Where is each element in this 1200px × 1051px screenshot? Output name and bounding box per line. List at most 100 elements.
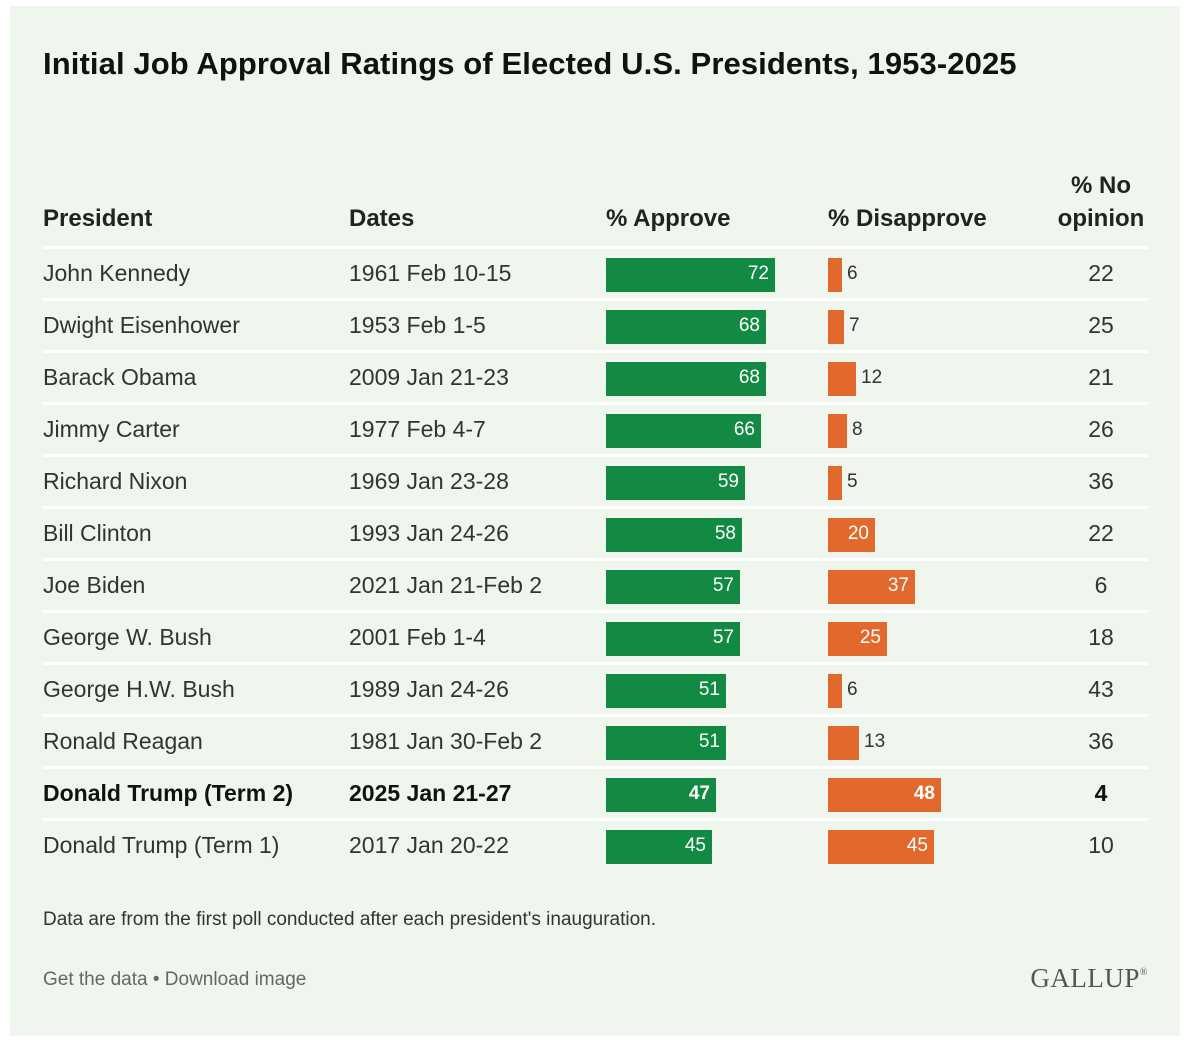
- disapprove-bar: [828, 310, 844, 344]
- disapprove-bar: [828, 518, 875, 552]
- approve-value: 57: [712, 627, 734, 648]
- chart-title: Initial Job Approval Ratings of Elected …: [43, 46, 1017, 81]
- no-opinion-value: 43: [1088, 676, 1114, 702]
- president-name: Dwight Eisenhower: [43, 312, 240, 338]
- approve-value: 59: [717, 471, 739, 492]
- disapprove-bar: [828, 362, 856, 396]
- president-name: Ronald Reagan: [43, 728, 203, 754]
- approve-bar: [606, 778, 716, 812]
- disapprove-value: 8: [852, 419, 863, 440]
- no-opinion-value: 36: [1088, 468, 1114, 494]
- footer-links: Get the data • Download image: [43, 969, 306, 991]
- table-row: George W. Bush 2001 Feb 1-4 57 25 18: [43, 610, 1148, 662]
- no-opinion-value: 22: [1088, 520, 1114, 546]
- president-name: John Kennedy: [43, 260, 191, 286]
- poll-dates: 2009 Jan 21-23: [349, 364, 509, 390]
- disapprove-value: 25: [859, 627, 881, 648]
- no-opinion-value: 25: [1088, 312, 1114, 338]
- poll-dates: 1977 Feb 4-7: [349, 416, 486, 442]
- disapprove-value: 5: [847, 471, 858, 492]
- president-name: Donald Trump (Term 2): [43, 780, 294, 806]
- table-row: Donald Trump (Term 2) 2025 Jan 21-27 47 48 4: [43, 766, 1148, 818]
- disapprove-value: 37: [887, 575, 909, 596]
- no-opinion-value: 21: [1088, 364, 1114, 390]
- table-row: Richard Nixon 1969 Jan 23-28 59 5 36: [43, 454, 1148, 506]
- approve-value: 66: [733, 419, 755, 440]
- poll-dates: 2021 Jan 21-Feb 2: [349, 572, 543, 598]
- no-opinion-value: 18: [1088, 624, 1114, 650]
- logo-registered-mark: ®: [1139, 967, 1148, 978]
- table-row: Bill Clinton 1993 Jan 24-26 58 20 22: [43, 506, 1148, 558]
- approve-value: 51: [698, 731, 720, 752]
- approve-value: 45: [684, 835, 706, 856]
- disapprove-value: 6: [847, 263, 858, 284]
- approve-bar: [606, 362, 766, 396]
- header-approve: % Approve: [606, 205, 731, 232]
- header-disapprove: % Disapprove: [828, 205, 987, 232]
- table-row: Ronald Reagan 1981 Jan 30-Feb 2 51 13 36: [43, 714, 1148, 766]
- get-data-link[interactable]: Get the data: [43, 969, 148, 990]
- table-row: Joe Biden 2021 Jan 21-Feb 2 57 37 6: [43, 558, 1148, 610]
- approve-value: 72: [747, 263, 769, 284]
- no-opinion-value: 36: [1088, 728, 1114, 754]
- header-no-opinion-line2: opinion: [1057, 205, 1145, 232]
- president-name: Bill Clinton: [43, 520, 152, 546]
- approve-value: 58: [714, 523, 736, 544]
- header-no-opinion-line1: % No: [1071, 172, 1131, 199]
- approve-value: 57: [712, 575, 734, 596]
- disapprove-bar: [828, 414, 847, 448]
- header-president: President: [43, 205, 153, 232]
- approve-bar: [606, 674, 726, 708]
- disapprove-value: 13: [864, 731, 886, 752]
- disapprove-value: 12: [861, 367, 883, 388]
- president-name: Richard Nixon: [43, 468, 188, 494]
- disapprove-bar: [828, 570, 915, 604]
- download-image-link[interactable]: Download image: [164, 969, 307, 990]
- chart-card: Initial Job Approval Ratings of Elected …: [10, 6, 1180, 1036]
- approve-bar: [606, 258, 775, 292]
- disapprove-value: 20: [847, 523, 869, 544]
- disapprove-bar: [828, 674, 842, 708]
- approve-bar: [606, 518, 742, 552]
- poll-dates: 1961 Feb 10-15: [349, 260, 512, 286]
- table-row: Donald Trump (Term 1) 2017 Jan 20-22 45 45 1…: [43, 818, 1148, 870]
- approve-value: 47: [688, 783, 710, 804]
- approve-bar: [606, 466, 745, 500]
- poll-dates: 1993 Jan 24-26: [349, 520, 509, 546]
- approve-bar: [606, 830, 712, 864]
- header-dates: Dates: [349, 205, 415, 232]
- table-row: Dwight Eisenhower 1953 Feb 1-5 68 7 25: [43, 298, 1148, 350]
- disapprove-value: 7: [849, 315, 860, 336]
- no-opinion-value: 6: [1094, 572, 1108, 598]
- approve-bar: [606, 622, 740, 656]
- president-name: George H.W. Bush: [43, 676, 235, 702]
- disapprove-bar: [828, 726, 859, 760]
- link-separator: •: [147, 969, 165, 990]
- poll-dates: 1989 Jan 24-26: [349, 676, 509, 702]
- president-name: Donald Trump (Term 1): [43, 832, 280, 858]
- president-name: Barack Obama: [43, 364, 197, 390]
- president-name: George W. Bush: [43, 624, 212, 650]
- no-opinion-value: 22: [1088, 260, 1114, 286]
- approve-bar: [606, 414, 761, 448]
- no-opinion-value: 10: [1088, 832, 1114, 858]
- poll-dates: 1969 Jan 23-28: [349, 468, 509, 494]
- approve-value: 68: [738, 315, 760, 336]
- disapprove-bar: [828, 466, 842, 500]
- approve-bar: [606, 570, 740, 604]
- table-row: George H.W. Bush 1989 Jan 24-26 51 6 43: [43, 662, 1148, 714]
- disapprove-bar: [828, 830, 934, 864]
- table-row: Jimmy Carter 1977 Feb 4-7 66 8 26: [43, 402, 1148, 454]
- poll-dates: 2025 Jan 21-27: [349, 780, 512, 806]
- table-row: John Kennedy 1961 Feb 10-15 72 6 22: [43, 246, 1148, 298]
- footnote: Data are from the first poll conducted a…: [43, 909, 657, 930]
- poll-dates: 2017 Jan 20-22: [349, 832, 509, 858]
- disapprove-value: 45: [906, 835, 928, 856]
- approve-bar: [606, 726, 726, 760]
- approve-value: 51: [698, 679, 720, 700]
- president-name: Joe Biden: [43, 572, 146, 598]
- no-opinion-value: 26: [1088, 416, 1114, 442]
- poll-dates: 1981 Jan 30-Feb 2: [349, 728, 543, 754]
- approve-value: 68: [738, 367, 760, 388]
- table-row: Barack Obama 2009 Jan 21-23 68 12 21: [43, 350, 1148, 402]
